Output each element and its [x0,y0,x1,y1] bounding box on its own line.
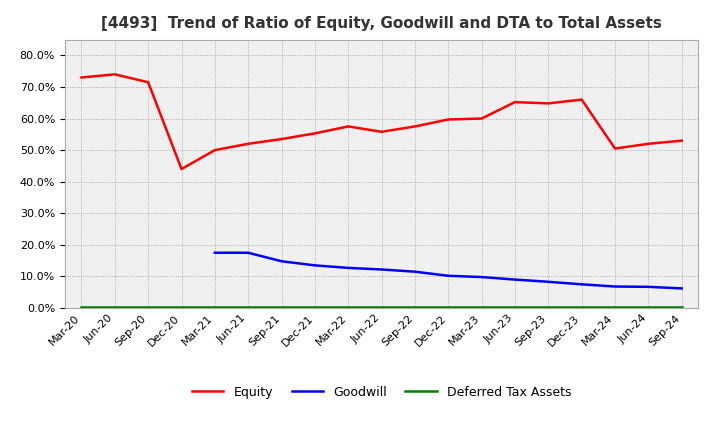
Deferred Tax Assets [277,305,286,310]
Goodwill [244,250,253,255]
Equity [644,141,653,147]
Equity [244,141,253,147]
Goodwill [410,269,419,274]
Legend: Equity, Goodwill, Deferred Tax Assets: Equity, Goodwill, Deferred Tax Assets [187,381,576,404]
Goodwill [344,265,353,271]
Goodwill [310,263,319,268]
Equity [444,117,453,122]
Equity [110,72,119,77]
Deferred Tax Assets [477,305,486,310]
Equity [177,166,186,172]
Deferred Tax Assets [678,305,686,310]
Deferred Tax Assets [644,305,653,310]
Deferred Tax Assets [510,305,519,310]
Deferred Tax Assets [344,305,353,310]
Deferred Tax Assets [577,305,586,310]
Deferred Tax Assets [544,305,553,310]
Goodwill [577,282,586,287]
Goodwill [544,279,553,284]
Equity [410,124,419,129]
Equity [210,147,219,153]
Deferred Tax Assets [144,305,153,310]
Goodwill [611,284,619,289]
Equity [144,80,153,85]
Goodwill [444,273,453,279]
Goodwill [210,250,219,255]
Deferred Tax Assets [377,305,386,310]
Deferred Tax Assets [310,305,319,310]
Equity [510,99,519,105]
Deferred Tax Assets [110,305,119,310]
Equity [77,75,86,80]
Deferred Tax Assets [177,305,186,310]
Deferred Tax Assets [244,305,253,310]
Title: [4493]  Trend of Ratio of Equity, Goodwill and DTA to Total Assets: [4493] Trend of Ratio of Equity, Goodwil… [102,16,662,32]
Equity [277,136,286,142]
Goodwill [510,277,519,282]
Equity [611,146,619,151]
Equity [477,116,486,121]
Equity [544,101,553,106]
Deferred Tax Assets [77,305,86,310]
Goodwill [644,284,653,290]
Deferred Tax Assets [444,305,453,310]
Line: Goodwill: Goodwill [215,253,682,289]
Equity [678,138,686,143]
Deferred Tax Assets [410,305,419,310]
Line: Equity: Equity [81,74,682,169]
Goodwill [678,286,686,291]
Goodwill [277,259,286,264]
Deferred Tax Assets [611,305,619,310]
Deferred Tax Assets [210,305,219,310]
Goodwill [477,275,486,280]
Equity [577,97,586,102]
Equity [377,129,386,135]
Equity [310,131,319,136]
Goodwill [377,267,386,272]
Equity [344,124,353,129]
